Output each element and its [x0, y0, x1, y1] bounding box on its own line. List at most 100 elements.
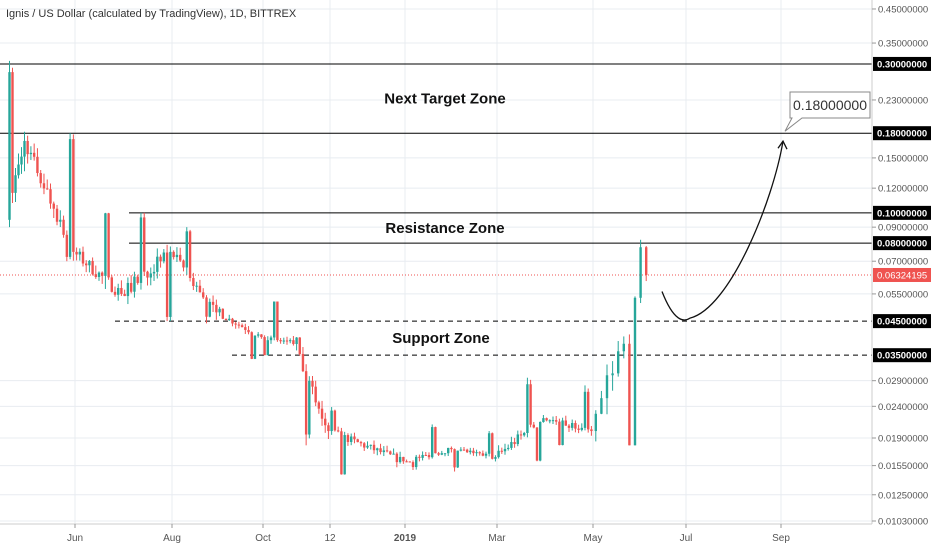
level-price-tag	[873, 205, 931, 220]
candle-body	[133, 276, 136, 292]
candle-body	[279, 340, 282, 342]
candle-body	[126, 282, 130, 297]
candle-body	[295, 337, 298, 345]
candle-body	[494, 457, 497, 459]
level-price-tag	[873, 348, 931, 363]
candle-body	[532, 424, 535, 428]
x-tick-label: Mar	[488, 533, 506, 544]
candle-body	[516, 434, 519, 445]
candle-body	[594, 413, 597, 432]
candle-body	[366, 445, 369, 448]
candle-body	[32, 152, 36, 157]
candle-body	[539, 421, 542, 461]
candle-body	[244, 327, 247, 330]
candle-body	[356, 439, 359, 443]
level-price-label: 0.08000000	[877, 239, 927, 250]
candle-body	[59, 219, 62, 222]
candle-body	[503, 448, 507, 452]
candle-body	[20, 156, 23, 165]
zone-label: Next Target Zone	[384, 91, 505, 108]
candle-body	[382, 450, 386, 453]
candle-body	[481, 453, 485, 456]
candles	[8, 60, 648, 475]
candle-body	[253, 335, 257, 359]
candle-body	[590, 429, 593, 432]
y-tick-label: 0.15000000	[878, 153, 928, 164]
candle-body	[571, 423, 574, 428]
candle-body	[311, 380, 314, 387]
candle-body	[611, 373, 614, 376]
candle-body	[580, 427, 583, 430]
candle-body	[424, 454, 427, 456]
x-tick-label: Aug	[163, 533, 181, 544]
x-tick-label: Sep	[772, 533, 790, 544]
candle-body	[369, 444, 372, 446]
y-tick-label: 0.07000000	[878, 257, 928, 268]
candle-body	[263, 337, 266, 356]
candle-body	[85, 263, 88, 266]
candle-body	[346, 435, 350, 442]
annotations: Next Target Zone Resistance Zone Support Z…	[384, 91, 871, 347]
candle-body	[107, 213, 110, 278]
candle-body	[276, 301, 279, 341]
target-callout-label: 0.18000000	[793, 97, 867, 113]
current-price-label: 0.06324195	[877, 270, 927, 281]
y-tick-label: 0.12000000	[878, 184, 928, 195]
candle-body	[487, 433, 491, 454]
candle-body	[535, 427, 539, 461]
candle-body	[139, 217, 143, 283]
candle-body	[440, 453, 443, 455]
candle-body	[149, 273, 152, 278]
projection-arrowhead	[777, 139, 788, 150]
level-price-label: 0.18000000	[877, 129, 927, 140]
candle-body	[240, 325, 244, 328]
candle-body	[104, 213, 107, 276]
candle-body	[301, 353, 305, 372]
zone-label: Resistance Zone	[385, 220, 504, 237]
candle-body	[491, 433, 494, 459]
candle-body	[500, 450, 503, 452]
candle-body	[75, 251, 78, 255]
candle-body	[101, 272, 104, 276]
time-axis[interactable]: Jun Aug Oct 12 2019 Mar May Jul Sep	[0, 523, 872, 544]
candle-body	[379, 448, 382, 453]
candle-body	[256, 334, 260, 336]
candle-body	[247, 329, 250, 333]
candle-body	[179, 254, 182, 261]
candle-body	[185, 231, 188, 268]
candle-body	[558, 421, 561, 446]
candle-body	[269, 337, 273, 341]
candle-body	[188, 231, 192, 279]
candle-body	[472, 450, 475, 454]
level-price-tag	[873, 314, 931, 329]
candle-body	[221, 308, 225, 319]
candle-body	[159, 256, 162, 262]
price-axis[interactable]: 0.45000000 0.35000000 0.23000000 0.15000000…	[871, 0, 932, 550]
level-price-label: 0.04500000	[877, 317, 927, 328]
y-tick-label: 0.09000000	[878, 223, 928, 234]
y-tick-label: 0.02900000	[878, 376, 928, 387]
candle-body	[402, 456, 405, 462]
candle-body	[645, 247, 648, 275]
candle-body	[165, 252, 169, 317]
x-tick-label: Jun	[67, 533, 83, 544]
candle-body	[169, 251, 172, 317]
level-price-label: 0.03500000	[877, 351, 927, 362]
level-price-tag	[873, 56, 931, 71]
candle-body	[408, 461, 411, 463]
candle-body	[497, 450, 500, 458]
candle-body	[304, 371, 308, 435]
candle-body	[453, 449, 456, 468]
candle-body	[14, 175, 17, 193]
candle-body	[117, 287, 120, 295]
y-tick-label: 0.23000000	[878, 95, 928, 106]
candle-body	[289, 340, 292, 342]
candle-body	[17, 164, 20, 176]
candle-body	[120, 287, 123, 294]
x-tick-label: 2019	[394, 533, 417, 544]
candle-body	[478, 452, 481, 454]
candle-body	[65, 234, 69, 257]
candle-body	[182, 260, 185, 268]
